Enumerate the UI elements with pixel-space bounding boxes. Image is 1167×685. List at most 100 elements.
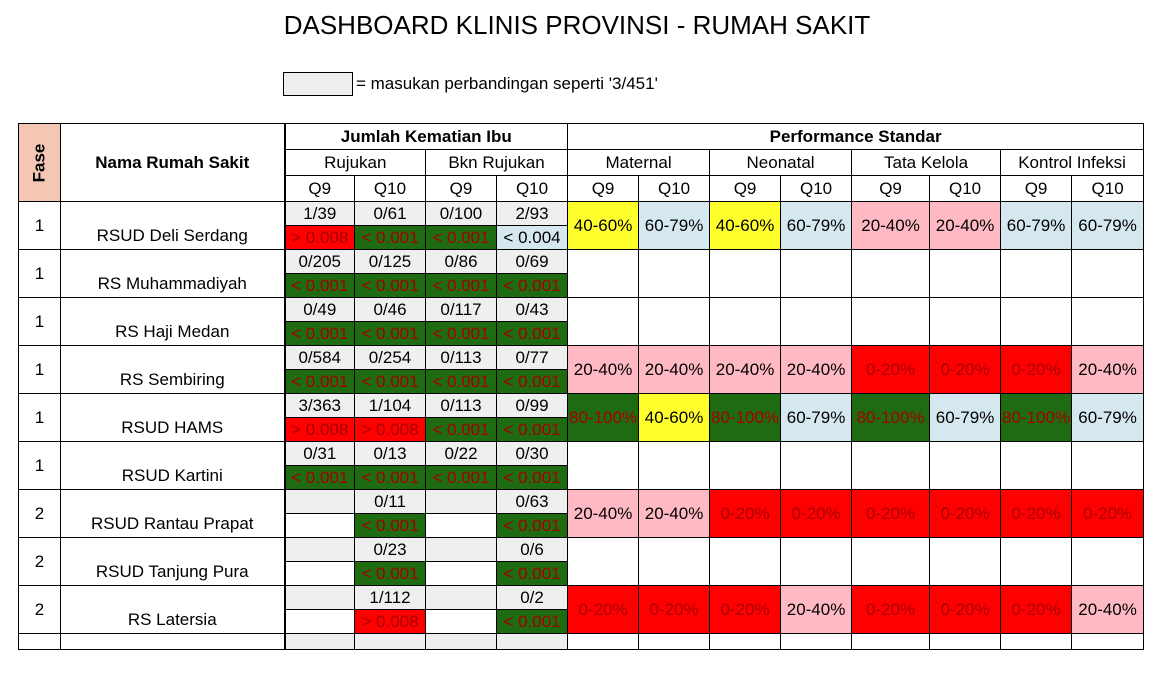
- ratio-input[interactable]: 0/69: [495, 249, 569, 274]
- performance-cell: 60-79%: [638, 201, 711, 250]
- ratio-input[interactable]: 0/11: [354, 489, 426, 514]
- ratio-input[interactable]: 0/99: [495, 393, 569, 418]
- performance-cell: 20-40%: [709, 345, 782, 394]
- ratio-input[interactable]: [425, 489, 497, 514]
- performance-cell: 0-20%: [709, 489, 782, 538]
- ratio-input[interactable]: 0/43: [495, 297, 569, 322]
- performance-cell: 20-40%: [567, 489, 640, 538]
- performance-cell: 0-20%: [851, 345, 931, 394]
- ratio-input[interactable]: 1/104: [354, 393, 426, 418]
- performance-cell: [929, 441, 1002, 490]
- performance-cell: [638, 441, 711, 490]
- performance-cell: 40-60%: [709, 201, 782, 250]
- p-value-cell: > 0.008: [283, 417, 355, 442]
- ratio-input[interactable]: [283, 585, 355, 610]
- ratio-input[interactable]: [425, 585, 497, 610]
- ratio-input[interactable]: 0/49: [283, 297, 355, 322]
- p-value-cell: < 0.001: [495, 465, 569, 490]
- performance-cell: [709, 297, 782, 346]
- empty-cell: [851, 633, 931, 650]
- ratio-input[interactable]: 0/113: [425, 345, 497, 370]
- quarter-header: Q9: [709, 175, 782, 202]
- ratio-input[interactable]: 1/39: [283, 201, 355, 226]
- p-value-cell: < 0.001: [354, 273, 426, 298]
- performance-cell: [1000, 537, 1073, 586]
- ratio-input[interactable]: 0/77: [495, 345, 569, 370]
- hospital-name: RS Muhammadiyah: [60, 249, 285, 298]
- ratio-input[interactable]: 0/6: [495, 537, 569, 562]
- performance-cell: 20-40%: [780, 345, 853, 394]
- p-value-cell: < 0.001: [425, 321, 497, 346]
- performance-cell: [929, 249, 1002, 298]
- performance-cell: 60-79%: [929, 393, 1002, 442]
- page-title: DASHBOARD KLINIS PROVINSI - RUMAH SAKIT: [283, 10, 871, 40]
- ratio-input[interactable]: 0/63: [495, 489, 569, 514]
- performance-cell: 0-20%: [929, 585, 1002, 634]
- empty-cell: [1071, 633, 1145, 650]
- performance-cell: 60-79%: [780, 201, 853, 250]
- performance-cell: [780, 537, 853, 586]
- performance-cell: [1071, 297, 1145, 346]
- table-row: 2 RSUD Rantau Prapat 0/11 0/63 20-40% 20-40% 0…: [18, 489, 1145, 538]
- ratio-input[interactable]: 2/93: [495, 201, 569, 226]
- ratio-input[interactable]: 0/584: [283, 345, 355, 370]
- ratio-input[interactable]: 0/117: [425, 297, 497, 322]
- table-row: 1 RS Sembiring 0/584 0/254 0/113 0/77 20-40% 20…: [18, 345, 1145, 394]
- p-value-cell: < 0.001: [425, 273, 497, 298]
- table-row: 1 RS Haji Medan 0/49 0/46 0/117 0/43: [18, 297, 1145, 346]
- p-value-cell: < 0.001: [354, 225, 426, 250]
- jumlah-kematian-header: Jumlah Kematian Ibu: [283, 123, 569, 150]
- table-row: 2 RS Latersia 1/112 0/2 0-20% 0-20% 0-20% 20-40…: [18, 585, 1145, 634]
- ratio-input[interactable]: 0/22: [425, 441, 497, 466]
- ratio-input[interactable]: 0/30: [495, 441, 569, 466]
- ratio-input[interactable]: [425, 537, 497, 562]
- p-value-cell: < 0.001: [425, 465, 497, 490]
- p-value-cell: < 0.001: [354, 369, 426, 394]
- ratio-input[interactable]: 0/31: [283, 441, 355, 466]
- ratio-input[interactable]: 0/113: [425, 393, 497, 418]
- hospital-name: RSUD Tanjung Pura: [60, 537, 285, 586]
- hospital-name: RSUD Deli Serdang: [60, 201, 285, 250]
- quarter-header: Q10: [929, 175, 1002, 202]
- ratio-input[interactable]: 0/125: [354, 249, 426, 274]
- performance-cell: 20-40%: [638, 489, 711, 538]
- quarter-header: Q9: [283, 175, 355, 202]
- performance-cell: 60-79%: [1000, 201, 1073, 250]
- performance-cell: 20-40%: [780, 585, 853, 634]
- p-value-cell: < 0.001: [283, 465, 355, 490]
- quarter-header: Q9: [567, 175, 640, 202]
- ratio-input[interactable]: 0/13: [354, 441, 426, 466]
- performance-cell: 40-60%: [638, 393, 711, 442]
- ratio-input[interactable]: 0/254: [354, 345, 426, 370]
- p-value-cell: < 0.004: [495, 225, 569, 250]
- ratio-input[interactable]: [283, 537, 355, 562]
- ratio-input[interactable]: 0/61: [354, 201, 426, 226]
- p-value-cell: < 0.001: [495, 561, 569, 586]
- performance-cell: 20-40%: [1071, 585, 1145, 634]
- performance-cell: 0-20%: [1000, 489, 1073, 538]
- ratio-input[interactable]: 0/205: [283, 249, 355, 274]
- quarter-header: Q9: [851, 175, 931, 202]
- ratio-input[interactable]: 0/100: [425, 201, 497, 226]
- empty-cell: [929, 633, 1002, 650]
- ratio-input[interactable]: 0/46: [354, 297, 426, 322]
- performance-cell: 0-20%: [709, 585, 782, 634]
- performance-cell: 0-20%: [929, 489, 1002, 538]
- ratio-input[interactable]: 0/86: [425, 249, 497, 274]
- ratio-input[interactable]: [283, 489, 355, 514]
- p-value-cell: < 0.001: [495, 273, 569, 298]
- performance-cell: [1000, 249, 1073, 298]
- ratio-input[interactable]: 3/363: [283, 393, 355, 418]
- table-row: 1 RSUD Kartini 0/31 0/13 0/22 0/30: [18, 441, 1145, 490]
- performance-cell: 20-40%: [1071, 345, 1145, 394]
- ratio-input[interactable]: 0/2: [495, 585, 569, 610]
- performance-cell: 80-100%: [851, 393, 931, 442]
- ratio-input[interactable]: 1/112: [354, 585, 426, 610]
- performance-cell: 0-20%: [638, 585, 711, 634]
- maternal-header: Maternal: [567, 149, 711, 176]
- ratio-input[interactable]: 0/23: [354, 537, 426, 562]
- legend: = masukan perbandingan seperti '3/451': [283, 71, 658, 97]
- p-value-cell: [425, 513, 497, 538]
- performance-cell: 60-79%: [1071, 201, 1145, 250]
- empty-cell: [425, 633, 497, 650]
